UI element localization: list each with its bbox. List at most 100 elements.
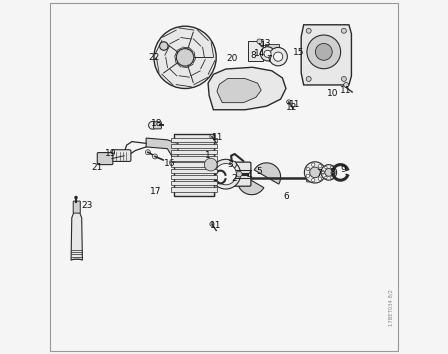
Text: 14: 14 — [254, 49, 265, 58]
Text: 9: 9 — [341, 165, 346, 175]
Circle shape — [315, 44, 332, 60]
Text: 17: 17 — [150, 187, 161, 196]
Text: 8: 8 — [329, 168, 335, 177]
Circle shape — [306, 174, 310, 178]
FancyBboxPatch shape — [171, 138, 217, 142]
FancyBboxPatch shape — [154, 122, 161, 129]
Circle shape — [306, 28, 311, 33]
Text: 15: 15 — [293, 48, 305, 57]
FancyBboxPatch shape — [171, 169, 217, 173]
Text: 16: 16 — [164, 159, 176, 168]
Text: 17BET034 8/2: 17BET034 8/2 — [388, 289, 393, 326]
Circle shape — [304, 162, 326, 183]
Circle shape — [287, 100, 291, 104]
FancyBboxPatch shape — [173, 133, 214, 195]
FancyBboxPatch shape — [171, 175, 217, 179]
Circle shape — [325, 176, 327, 179]
Circle shape — [344, 82, 349, 87]
Circle shape — [331, 176, 333, 179]
FancyBboxPatch shape — [112, 150, 131, 161]
FancyBboxPatch shape — [97, 153, 113, 165]
Circle shape — [210, 222, 214, 226]
Text: 7: 7 — [317, 169, 323, 178]
Circle shape — [74, 196, 78, 199]
Text: 12: 12 — [285, 103, 297, 113]
FancyBboxPatch shape — [265, 44, 279, 58]
Text: 5: 5 — [256, 167, 262, 176]
Text: 4: 4 — [247, 171, 252, 180]
Text: 11: 11 — [289, 100, 301, 109]
Circle shape — [341, 28, 346, 33]
Circle shape — [264, 50, 271, 57]
Circle shape — [318, 165, 322, 168]
Circle shape — [310, 167, 320, 178]
Circle shape — [215, 164, 237, 185]
Wedge shape — [237, 173, 264, 195]
Circle shape — [307, 35, 340, 69]
Text: 22: 22 — [148, 53, 159, 62]
Circle shape — [257, 39, 262, 44]
Circle shape — [211, 159, 241, 189]
Circle shape — [154, 26, 216, 88]
Circle shape — [311, 163, 315, 166]
FancyBboxPatch shape — [223, 167, 232, 179]
Circle shape — [229, 161, 237, 168]
Circle shape — [325, 166, 327, 169]
Text: 11: 11 — [212, 133, 224, 142]
Text: 10: 10 — [327, 89, 339, 98]
FancyBboxPatch shape — [171, 181, 217, 185]
Circle shape — [233, 167, 246, 180]
FancyBboxPatch shape — [171, 187, 217, 192]
Polygon shape — [71, 212, 82, 260]
FancyBboxPatch shape — [171, 156, 217, 161]
FancyBboxPatch shape — [171, 150, 217, 154]
Circle shape — [322, 171, 324, 174]
Circle shape — [325, 169, 333, 176]
Text: 1: 1 — [205, 151, 211, 160]
Polygon shape — [146, 138, 178, 158]
Circle shape — [146, 150, 151, 155]
FancyBboxPatch shape — [228, 162, 251, 186]
Circle shape — [341, 76, 346, 81]
Text: 11: 11 — [340, 86, 352, 95]
Circle shape — [333, 171, 336, 174]
Circle shape — [152, 154, 157, 159]
Text: 3: 3 — [227, 160, 233, 169]
Circle shape — [210, 135, 214, 139]
Polygon shape — [301, 25, 351, 85]
FancyBboxPatch shape — [306, 173, 314, 182]
Circle shape — [274, 52, 283, 61]
Circle shape — [306, 167, 310, 171]
Polygon shape — [208, 67, 286, 110]
Circle shape — [311, 178, 315, 182]
Circle shape — [204, 158, 217, 171]
Text: 7: 7 — [266, 55, 272, 64]
Polygon shape — [217, 79, 261, 103]
Text: 23: 23 — [81, 201, 92, 210]
Circle shape — [159, 42, 168, 50]
Circle shape — [149, 121, 156, 129]
FancyBboxPatch shape — [171, 162, 217, 167]
Text: 20: 20 — [226, 53, 237, 63]
Text: 18: 18 — [151, 119, 163, 129]
FancyBboxPatch shape — [171, 144, 217, 148]
Circle shape — [318, 177, 322, 180]
Circle shape — [237, 171, 242, 177]
Circle shape — [177, 48, 194, 66]
Circle shape — [260, 47, 275, 61]
Circle shape — [321, 165, 336, 180]
Circle shape — [331, 166, 333, 169]
Wedge shape — [254, 163, 280, 184]
Text: 11: 11 — [210, 221, 221, 230]
Circle shape — [306, 76, 311, 81]
Circle shape — [269, 47, 287, 66]
Text: 21: 21 — [91, 162, 103, 172]
Text: 6: 6 — [283, 192, 289, 201]
Text: 2: 2 — [232, 174, 237, 183]
Text: 8: 8 — [250, 51, 256, 61]
Text: 13: 13 — [260, 39, 271, 48]
FancyBboxPatch shape — [73, 201, 80, 213]
Circle shape — [321, 171, 325, 174]
FancyBboxPatch shape — [248, 41, 263, 61]
Text: 19: 19 — [105, 149, 116, 159]
